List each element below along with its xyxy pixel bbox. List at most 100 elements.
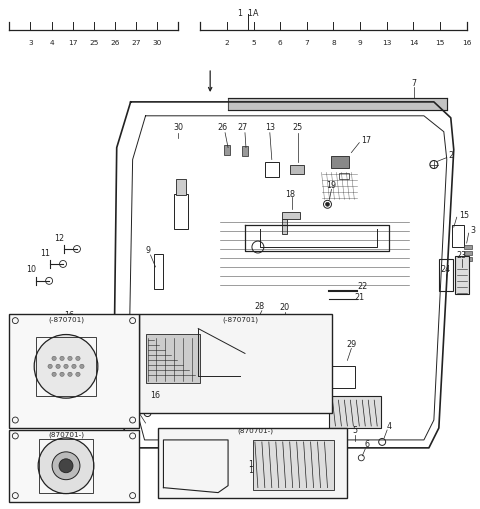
Text: 10: 10	[26, 265, 36, 274]
Text: (-870701): (-870701)	[48, 316, 84, 322]
Circle shape	[38, 438, 94, 494]
Text: 27: 27	[238, 123, 248, 132]
Text: 31: 31	[132, 404, 143, 413]
Text: 13: 13	[265, 123, 275, 132]
Text: 30: 30	[173, 123, 183, 132]
Text: 23: 23	[456, 250, 467, 259]
Bar	[265, 162, 279, 178]
Text: 16: 16	[64, 310, 74, 320]
Bar	[464, 245, 472, 249]
Bar	[290, 165, 304, 175]
Text: 4: 4	[49, 40, 54, 46]
Circle shape	[48, 364, 52, 369]
Bar	[464, 251, 472, 256]
Circle shape	[34, 335, 98, 399]
Text: 5: 5	[353, 426, 358, 435]
Circle shape	[52, 356, 56, 361]
Circle shape	[64, 364, 68, 369]
Circle shape	[68, 373, 72, 377]
Bar	[39, 439, 93, 493]
Text: 8: 8	[132, 366, 138, 375]
Text: 13: 13	[382, 40, 391, 46]
Text: 25: 25	[292, 123, 303, 132]
Bar	[282, 220, 287, 235]
Text: 15: 15	[459, 210, 469, 219]
Bar	[332, 156, 349, 168]
Bar	[36, 337, 96, 397]
Text: 16: 16	[462, 40, 471, 46]
Bar	[145, 334, 200, 383]
Bar	[455, 257, 468, 294]
Circle shape	[60, 356, 64, 361]
Text: 24: 24	[441, 265, 451, 274]
Text: (-870701): (-870701)	[222, 316, 258, 322]
Bar	[139, 314, 333, 413]
Text: 9: 9	[358, 40, 362, 46]
Text: 29: 29	[346, 340, 357, 348]
Text: 4: 4	[386, 421, 392, 431]
Text: 1  1A: 1 1A	[238, 9, 258, 18]
Text: 16: 16	[151, 390, 160, 399]
Text: 14: 14	[408, 40, 418, 46]
Bar	[329, 397, 381, 428]
Bar	[9, 430, 139, 501]
Bar	[339, 174, 349, 180]
Text: 28: 28	[255, 302, 265, 310]
Text: 2: 2	[449, 151, 454, 160]
Bar	[9, 314, 139, 428]
Text: 17: 17	[361, 136, 372, 145]
Bar	[464, 258, 472, 262]
Text: 19: 19	[326, 181, 336, 189]
Bar	[242, 147, 248, 156]
Text: 6: 6	[278, 40, 282, 46]
Text: (870701-): (870701-)	[48, 431, 84, 437]
Text: 32: 32	[132, 392, 143, 401]
Text: 26: 26	[110, 40, 120, 46]
Bar	[439, 260, 453, 291]
Text: 8: 8	[331, 40, 336, 46]
Bar	[176, 180, 186, 196]
Text: 30: 30	[153, 40, 162, 46]
Text: 2: 2	[225, 40, 229, 46]
Circle shape	[52, 452, 80, 480]
Text: 7: 7	[304, 40, 309, 46]
Bar	[273, 323, 297, 339]
Bar	[158, 428, 348, 498]
Text: 27: 27	[132, 40, 141, 46]
Bar	[282, 213, 300, 220]
Circle shape	[325, 203, 329, 207]
Text: 9: 9	[146, 245, 151, 254]
Text: 3: 3	[471, 225, 476, 234]
Circle shape	[76, 356, 80, 361]
Circle shape	[182, 395, 189, 402]
Text: 14: 14	[248, 465, 258, 474]
Circle shape	[56, 364, 60, 369]
Bar	[285, 341, 302, 349]
Text: 26: 26	[217, 123, 227, 132]
Bar	[253, 440, 335, 490]
Text: 20: 20	[280, 302, 290, 312]
Circle shape	[76, 373, 80, 377]
Circle shape	[59, 459, 73, 473]
Text: (870701-): (870701-)	[237, 427, 273, 433]
Bar	[155, 254, 164, 289]
Text: 5: 5	[251, 40, 256, 46]
Text: 11: 11	[40, 248, 50, 257]
Circle shape	[80, 364, 84, 369]
Text: 7: 7	[411, 78, 417, 88]
Text: 22: 22	[357, 282, 368, 291]
Bar	[452, 225, 464, 247]
Text: 12: 12	[54, 233, 64, 242]
Text: 3: 3	[28, 40, 33, 46]
Bar	[327, 366, 355, 388]
Text: 21: 21	[354, 293, 364, 302]
Circle shape	[52, 373, 56, 377]
Circle shape	[60, 373, 64, 377]
Circle shape	[68, 356, 72, 361]
Text: 6: 6	[365, 440, 370, 448]
Text: 14: 14	[248, 460, 258, 468]
Circle shape	[72, 364, 76, 369]
Circle shape	[93, 318, 99, 324]
Bar	[174, 195, 188, 230]
Text: 15: 15	[435, 40, 445, 46]
